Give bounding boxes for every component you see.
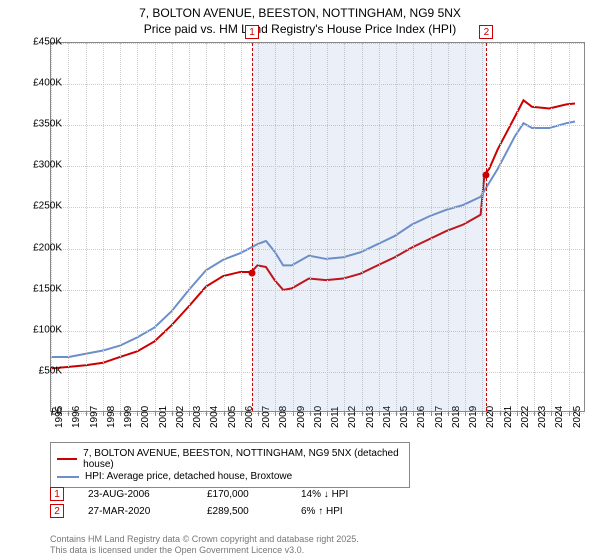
sale-date: 27-MAR-2020 <box>88 506 183 517</box>
sale-delta: 14% ↓ HPI <box>301 489 381 500</box>
chart-area: 1995199619971998199920002001200220032004… <box>50 42 585 412</box>
y-tick-label: £250K <box>17 201 62 212</box>
x-tick-label: 2005 <box>227 406 238 428</box>
sale-date: 23-AUG-2006 <box>88 489 183 500</box>
sales-table: 1 23-AUG-2006 £170,000 14% ↓ HPI 2 27-MA… <box>50 484 381 521</box>
sale-price: £289,500 <box>207 506 277 517</box>
x-tick-label: 2002 <box>175 406 186 428</box>
legend-item: 7, BOLTON AVENUE, BEESTON, NOTTINGHAM, N… <box>57 448 403 470</box>
sale-marker-box: 2 <box>479 25 493 39</box>
sale-marker-box: 2 <box>50 504 64 518</box>
title-block: 7, BOLTON AVENUE, BEESTON, NOTTINGHAM, N… <box>0 0 600 39</box>
y-tick-label: £350K <box>17 119 62 130</box>
x-tick-label: 2021 <box>503 406 514 428</box>
x-tick-label: 1997 <box>89 406 100 428</box>
legend-item: HPI: Average price, detached house, Brox… <box>57 471 403 482</box>
shaded-ownership-band <box>252 43 486 411</box>
x-tick-label: 1999 <box>123 406 134 428</box>
y-tick-label: £200K <box>17 242 62 253</box>
x-tick-label: 2000 <box>140 406 151 428</box>
sale-marker-dot <box>483 171 490 178</box>
sale-marker-line <box>486 43 487 411</box>
sales-row: 2 27-MAR-2020 £289,500 6% ↑ HPI <box>50 504 381 518</box>
chart-container: 7, BOLTON AVENUE, BEESTON, NOTTINGHAM, N… <box>0 0 600 560</box>
y-tick-label: £400K <box>17 78 62 89</box>
legend-swatch <box>57 458 77 460</box>
x-tick-label: 2022 <box>520 406 531 428</box>
sale-marker-line <box>252 43 253 411</box>
x-tick-label: 2003 <box>192 406 203 428</box>
legend-label: HPI: Average price, detached house, Brox… <box>85 471 292 482</box>
legend-label: 7, BOLTON AVENUE, BEESTON, NOTTINGHAM, N… <box>83 448 403 470</box>
sale-price: £170,000 <box>207 489 277 500</box>
y-tick-label: £450K <box>17 37 62 48</box>
sales-row: 1 23-AUG-2006 £170,000 14% ↓ HPI <box>50 487 381 501</box>
footer: Contains HM Land Registry data © Crown c… <box>50 534 359 556</box>
footer-line: This data is licensed under the Open Gov… <box>50 545 359 556</box>
sale-marker-box: 1 <box>50 487 64 501</box>
footer-line: Contains HM Land Registry data © Crown c… <box>50 534 359 545</box>
x-tick-label: 2025 <box>572 406 583 428</box>
legend-swatch <box>57 476 79 478</box>
title-address: 7, BOLTON AVENUE, BEESTON, NOTTINGHAM, N… <box>0 6 600 22</box>
x-tick-label: 2004 <box>209 406 220 428</box>
y-tick-label: £300K <box>17 160 62 171</box>
title-subtitle: Price paid vs. HM Land Registry's House … <box>0 22 600 38</box>
y-tick-label: £150K <box>17 283 62 294</box>
y-tick-label: £0 <box>17 407 62 418</box>
y-tick-label: £50K <box>17 365 62 376</box>
sale-delta: 6% ↑ HPI <box>301 506 381 517</box>
x-tick-label: 2024 <box>554 406 565 428</box>
sale-marker-box: 1 <box>245 25 259 39</box>
sale-marker-dot <box>249 270 256 277</box>
x-tick-label: 2023 <box>537 406 548 428</box>
y-tick-label: £100K <box>17 324 62 335</box>
x-tick-label: 1998 <box>106 406 117 428</box>
x-tick-label: 2001 <box>158 406 169 428</box>
legend: 7, BOLTON AVENUE, BEESTON, NOTTINGHAM, N… <box>50 442 410 488</box>
x-tick-label: 1996 <box>71 406 82 428</box>
